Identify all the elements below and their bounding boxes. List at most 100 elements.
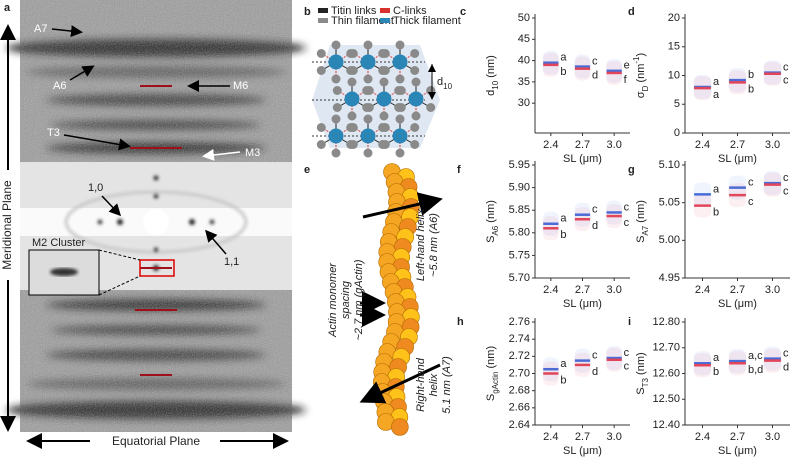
significance-letter: a: [560, 213, 567, 225]
y-tick-label: 50: [518, 12, 530, 24]
legend-swatch: [380, 8, 390, 13]
y-tick-label: 2.70: [509, 367, 530, 379]
significance-letter: d: [592, 70, 598, 82]
significance-letter: b: [713, 366, 719, 378]
panel-label: d: [628, 6, 635, 18]
label-part: (nm): [635, 352, 647, 378]
legend-label: C-links: [393, 5, 427, 17]
y-tick-label: 10: [668, 69, 680, 81]
x-tick-label: 2.7: [730, 139, 745, 151]
y-tick-label: 5.70: [509, 272, 530, 284]
annotation: M3: [245, 147, 260, 159]
significance-letter: c: [783, 347, 789, 359]
x-axis-title: SL (μm): [718, 298, 757, 310]
significance-letter: d: [783, 362, 789, 374]
label-part: S: [635, 236, 647, 243]
label-part: d: [485, 90, 497, 96]
significance-letter: b: [748, 83, 754, 95]
thin-filament: [379, 111, 389, 121]
thin-filament: [363, 74, 373, 84]
significance-letter: a: [713, 352, 720, 364]
thin-filament: [380, 140, 390, 149]
legend-label: Titin links: [331, 5, 377, 17]
axis-title: SgActin (nm): [485, 346, 500, 401]
significance-letter: b: [560, 66, 566, 78]
diffraction-panel: a: [0, 0, 306, 449]
thin-filament: [316, 140, 326, 149]
label-part: ): [635, 53, 647, 57]
thin-filament: [347, 111, 357, 121]
significance-letter: c: [783, 62, 789, 74]
x-tick-label: 2.4: [695, 284, 710, 296]
y-tick-label: 15: [668, 41, 680, 53]
y-tick-label: 4.95: [659, 272, 680, 284]
x-tick-label: 2.4: [695, 139, 710, 151]
y-tick-label: 2.74: [509, 333, 530, 345]
annotation: M6: [233, 80, 248, 92]
thick-filament: [392, 128, 408, 144]
label-part: A7: [641, 225, 650, 235]
significance-letter: d: [592, 366, 598, 378]
significance-letter: a: [560, 52, 567, 64]
thin-filament: [363, 114, 373, 124]
panel-label: h: [457, 316, 464, 328]
y-tick-label: 2.72: [509, 350, 530, 362]
annotation: ~5.8 nm (A6): [428, 213, 440, 277]
x-tick-label: 3.0: [607, 431, 622, 443]
label-part: S: [485, 236, 497, 243]
thick-filament: [344, 91, 360, 107]
y-tick-label: 30: [518, 97, 530, 109]
thin-filament: [348, 66, 358, 75]
label-part: (nm: [635, 64, 647, 86]
y-tick-label: 20: [668, 12, 680, 24]
annotation: spacing: [340, 280, 352, 319]
annotation: Right-hand: [415, 357, 427, 412]
label-part: d: [437, 76, 443, 88]
significance-letter: b: [560, 229, 566, 241]
x-tick-label: 3.0: [765, 139, 780, 151]
x-tick-label: 3.0: [765, 284, 780, 296]
label-part: 10: [491, 80, 500, 89]
x-tick-label: 2.7: [575, 284, 590, 296]
significance-letter: b: [713, 207, 719, 219]
x-axis-title: SL (μm): [718, 153, 757, 165]
panel-label: e: [304, 164, 310, 176]
thin-filament: [395, 74, 405, 84]
thin-filament: [348, 140, 358, 149]
axis-title: σD (nm-1): [632, 53, 650, 98]
thin-filament: [410, 123, 420, 132]
y-tick-label: 5.80: [509, 227, 530, 239]
thin-filament: [331, 148, 341, 158]
significance-letter: c: [592, 204, 598, 216]
thin-filament: [316, 66, 326, 75]
y-tick-label: 2.76: [509, 316, 530, 328]
thick-filament: [328, 128, 344, 144]
label-part: S: [485, 394, 497, 401]
annotation: Actin monomer: [327, 262, 339, 338]
legend-swatch: [318, 8, 328, 13]
annotation: 1,0: [88, 182, 103, 194]
legend-swatch: [380, 18, 390, 23]
thick-filament: [328, 54, 344, 70]
label-part: A6: [491, 225, 500, 235]
thin-filament: [363, 40, 373, 50]
thick-filament: [376, 91, 392, 107]
x-tick-label: 2.4: [543, 431, 558, 443]
significance-letter: a,c: [748, 350, 763, 362]
label-part: -1: [632, 56, 641, 64]
thin-filament: [411, 77, 421, 87]
thin-filament: [411, 111, 421, 121]
legend-label: Thin filament: [331, 15, 394, 27]
significance-letter: c: [624, 361, 630, 373]
thin-filament: [410, 49, 420, 58]
axis-title: SA7 (nm): [635, 200, 650, 243]
annotation: 1,1: [224, 256, 239, 268]
thin-filament: [395, 40, 405, 50]
y-tick-label: 2.66: [509, 402, 530, 414]
significance-letter: a: [713, 76, 720, 88]
x-axis-title: SL (μm): [563, 445, 602, 457]
thin-filament: [332, 103, 342, 112]
y-tick-label: 5.00: [659, 234, 680, 246]
thin-filament: [396, 86, 406, 95]
